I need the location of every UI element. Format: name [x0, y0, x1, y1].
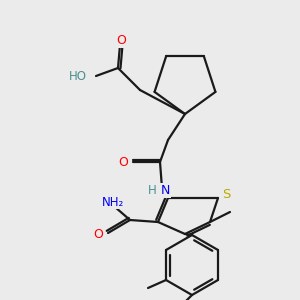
- Text: S: S: [222, 188, 230, 200]
- Text: O: O: [118, 157, 128, 169]
- Text: O: O: [93, 229, 103, 242]
- Text: HO: HO: [69, 70, 87, 83]
- Text: H: H: [148, 184, 156, 196]
- Text: NH₂: NH₂: [102, 196, 124, 208]
- Text: O: O: [116, 34, 126, 46]
- Text: N: N: [160, 184, 170, 196]
